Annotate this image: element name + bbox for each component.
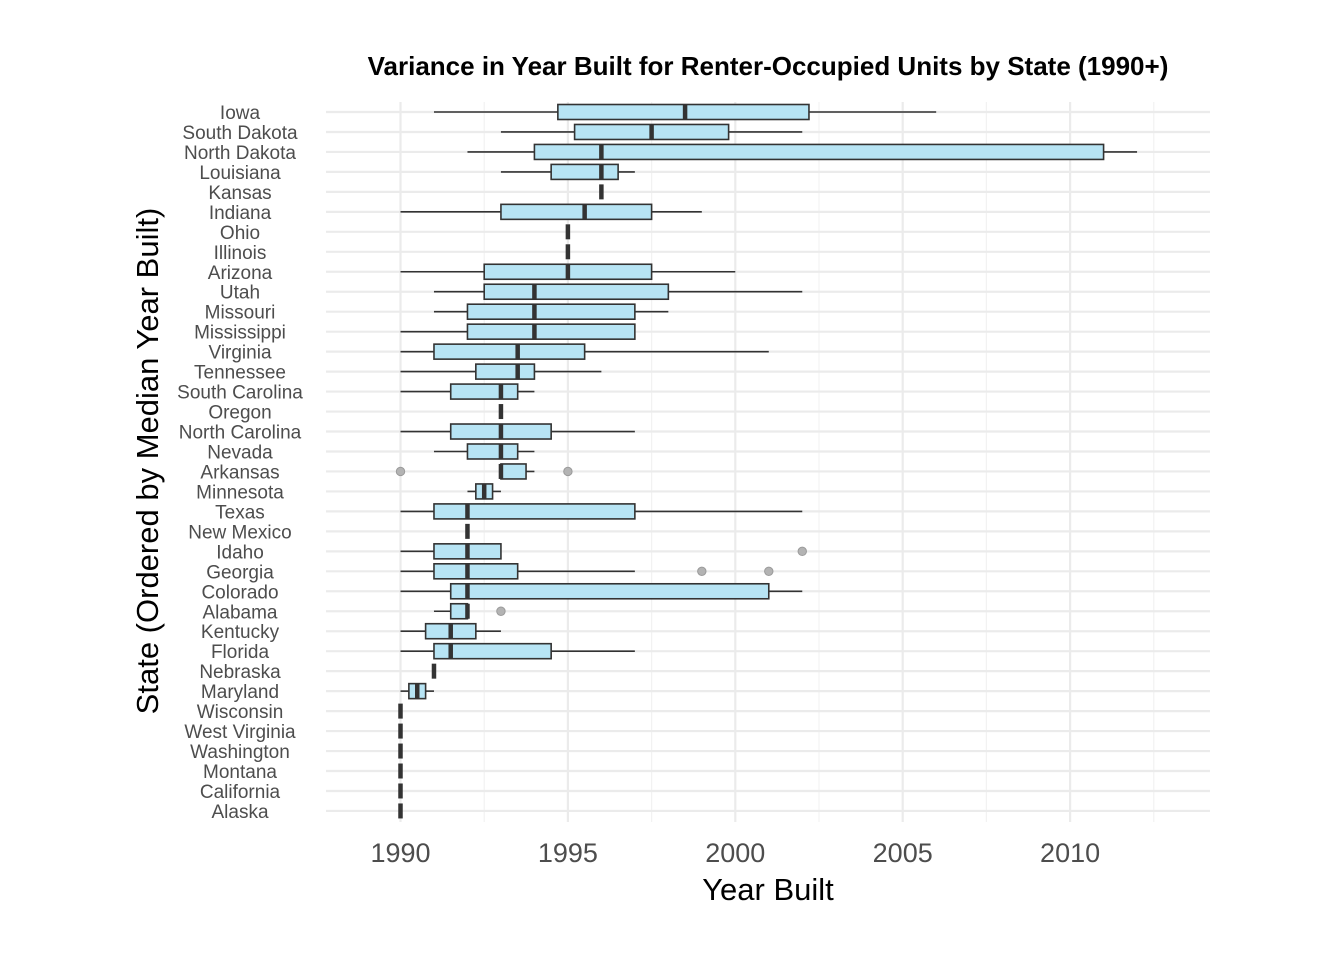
iqr-box [475, 363, 536, 380]
outlier-point [697, 566, 707, 577]
box-idaho [400, 543, 807, 560]
x-tick-label: 1990 [370, 838, 430, 868]
state-label: Montana [203, 762, 277, 783]
state-label: Tennessee [194, 363, 286, 384]
box-utah [433, 283, 803, 301]
state-label: Virginia [208, 343, 271, 364]
state-label: Oregon [208, 403, 271, 424]
box-series [395, 103, 1138, 819]
state-label: Mississippi [194, 323, 286, 344]
state-label: Texas [215, 502, 265, 523]
state-label: Arkansas [200, 462, 279, 483]
state-label: California [200, 782, 281, 803]
outlier-point [496, 606, 506, 616]
state-label: Kansas [208, 183, 271, 204]
box-louisiana [500, 163, 635, 181]
box-indiana [400, 203, 702, 221]
state-label: Alaska [211, 802, 268, 823]
state-label: Maryland [201, 682, 279, 703]
box-virginia [400, 343, 769, 360]
box-kentucky [400, 622, 501, 640]
minor-gridlines [483, 102, 1155, 822]
state-label: Nevada [207, 442, 273, 463]
state-label: North Dakota [184, 143, 296, 164]
state-label: West Virginia [184, 722, 296, 743]
box-georgia [400, 563, 774, 580]
state-label: Colorado [201, 582, 278, 603]
state-label: New Mexico [188, 522, 291, 543]
iqr-box [433, 563, 519, 580]
box-maryland [400, 682, 434, 700]
x-axis-tick-labels: 1990 1995 2000 2005 2010 [370, 838, 1100, 868]
x-tick-label: 2010 [1040, 838, 1100, 868]
iqr-box [550, 163, 619, 181]
box-north-carolina [400, 423, 635, 440]
state-label: Ohio [220, 223, 260, 244]
state-label: Florida [211, 642, 270, 663]
state-label: Kentucky [201, 622, 280, 643]
box-nevada [433, 443, 535, 460]
iqr-box [500, 203, 653, 221]
box-alabama [433, 602, 506, 620]
x-tick-label: 2000 [705, 838, 765, 868]
state-label: Idaho [216, 542, 264, 563]
outlier-point [764, 566, 774, 577]
box-north-dakota [467, 143, 1138, 161]
iqr-box [433, 503, 636, 520]
y-axis-title: State (Ordered by Median Year Built) [130, 208, 165, 715]
iqr-box [449, 383, 519, 400]
iqr-box [433, 642, 552, 660]
state-label: North Carolina [179, 423, 302, 444]
box-south-carolina [400, 383, 535, 400]
iqr-box [466, 443, 519, 460]
box-south-dakota [500, 123, 803, 141]
x-tick-label: 2005 [873, 838, 933, 868]
state-label: Arizona [208, 263, 273, 284]
outlier-point [395, 466, 406, 477]
iqr-box [466, 323, 636, 340]
box-texas [400, 503, 803, 520]
chart-title: Variance in Year Built for Renter-Occupi… [368, 51, 1169, 81]
state-label: South Carolina [177, 383, 303, 404]
state-label: Georgia [206, 562, 274, 583]
iqr-box [449, 582, 770, 600]
x-tick-label: 1995 [538, 838, 598, 868]
state-label: Washington [190, 742, 290, 763]
box-arkansas [395, 463, 573, 480]
iqr-box [533, 143, 1105, 161]
x-axis-title: Year Built [702, 872, 834, 907]
state-label: Utah [220, 283, 260, 304]
state-label: South Dakota [182, 123, 298, 144]
major-gridlines [326, 102, 1210, 822]
outlier-point [797, 546, 807, 557]
state-label: Wisconsin [197, 702, 284, 723]
state-label: Missouri [205, 303, 276, 324]
state-label: Indiana [209, 203, 272, 224]
state-label: Minnesota [196, 482, 284, 503]
iqr-box [433, 343, 586, 360]
box-mississippi [400, 323, 636, 340]
box-arizona [400, 263, 736, 281]
box-missouri [433, 303, 669, 321]
box-florida [400, 642, 635, 660]
iqr-box [466, 303, 636, 321]
box-minnesota [467, 483, 501, 500]
box-iowa [433, 103, 937, 121]
iqr-box [483, 283, 670, 301]
iqr-box [500, 463, 527, 480]
state-label: Louisiana [199, 163, 281, 184]
box-tennessee [400, 363, 602, 380]
state-label: Iowa [220, 103, 261, 124]
state-label: Illinois [214, 243, 267, 264]
outlier-point [563, 466, 573, 477]
box-colorado [400, 582, 803, 600]
iqr-box [449, 602, 469, 620]
state-label: Alabama [203, 602, 278, 623]
state-label: Nebraska [199, 662, 281, 683]
